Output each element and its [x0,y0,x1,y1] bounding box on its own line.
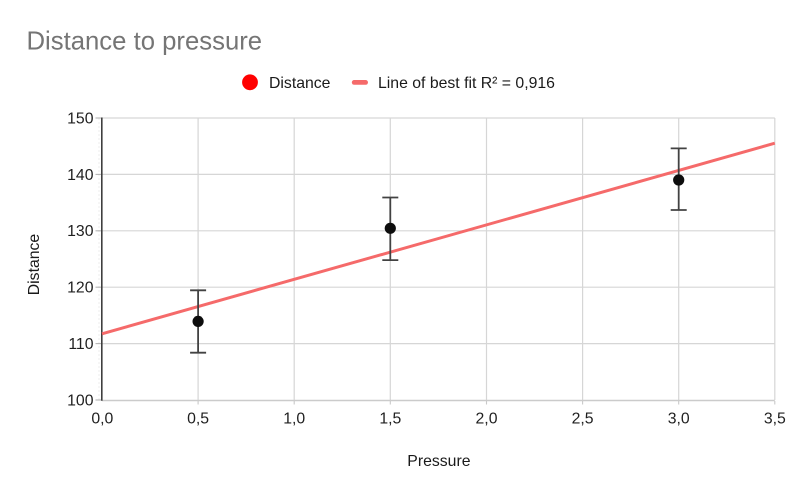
svg-text:Distance: Distance [269,75,331,92]
svg-text:Distance to pressure: Distance to pressure [27,28,263,56]
svg-text:130: 130 [67,223,94,240]
svg-text:1,0: 1,0 [283,410,305,427]
svg-text:120: 120 [67,280,94,297]
svg-text:0,5: 0,5 [187,410,209,427]
svg-text:Distance: Distance [26,234,43,296]
svg-text:1,5: 1,5 [379,410,401,427]
svg-text:2,0: 2,0 [476,410,498,427]
svg-text:0,0: 0,0 [91,410,113,427]
svg-text:3,0: 3,0 [668,410,690,427]
svg-text:Pressure: Pressure [407,453,470,470]
svg-text:100: 100 [67,392,94,409]
svg-text:150: 150 [67,110,94,127]
svg-text:Line of best fit R² = 0,916: Line of best fit R² = 0,916 [378,75,555,92]
svg-text:140: 140 [67,167,94,184]
svg-text:2,5: 2,5 [572,410,594,427]
svg-text:110: 110 [68,336,93,353]
svg-text:3,5: 3,5 [764,410,786,427]
